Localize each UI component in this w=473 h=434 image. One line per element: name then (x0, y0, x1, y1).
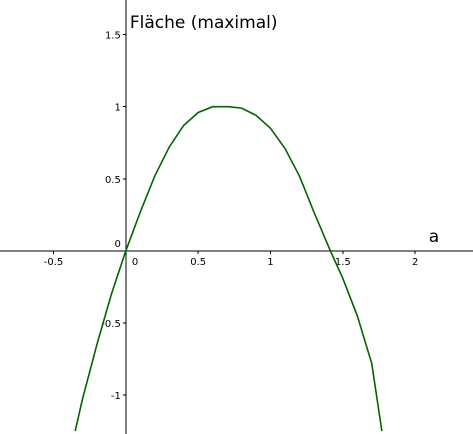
data-point (270, 128, 272, 130)
data-point (342, 278, 344, 280)
y-tick-label: 1 (114, 103, 120, 114)
x-tick-label: 0.5 (190, 257, 206, 268)
data-point (284, 148, 286, 150)
ticks: -0.5 0 0.5 1 1.5 2-1-0.500.511.5 (44, 31, 419, 402)
data-point (96, 344, 98, 346)
x-axis-title: a (429, 227, 439, 247)
data-point (241, 107, 243, 109)
x-tick-label: 0 (132, 257, 138, 268)
data-point (381, 430, 383, 432)
data-point (111, 293, 113, 295)
data-point (125, 250, 127, 252)
data-point (183, 125, 185, 127)
data-point (330, 250, 332, 252)
data-point (74, 430, 76, 432)
data-point (82, 399, 84, 401)
data-point (357, 315, 359, 317)
y-tick-label: 0 (114, 239, 120, 250)
data-point (140, 211, 142, 213)
data-point (299, 175, 301, 177)
series (74, 106, 382, 432)
data-point (227, 106, 229, 108)
data-point (212, 106, 214, 108)
x-tick-label: 1 (267, 257, 273, 268)
data-point (168, 146, 170, 148)
y-tick-label: 1.5 (105, 31, 121, 42)
y-axis-title: Fläche (maximal) (130, 13, 278, 33)
data-point (255, 115, 257, 117)
y-tick-label: -1 (111, 391, 121, 402)
x-tick-label: -0.5 (44, 257, 64, 268)
x-tick-label: 2 (412, 257, 418, 268)
y-tick-label: 0.5 (105, 175, 121, 186)
data-point (197, 112, 199, 114)
data-point (313, 211, 315, 213)
data-point (371, 363, 373, 365)
series-line (75, 107, 382, 431)
data-point (154, 175, 156, 177)
